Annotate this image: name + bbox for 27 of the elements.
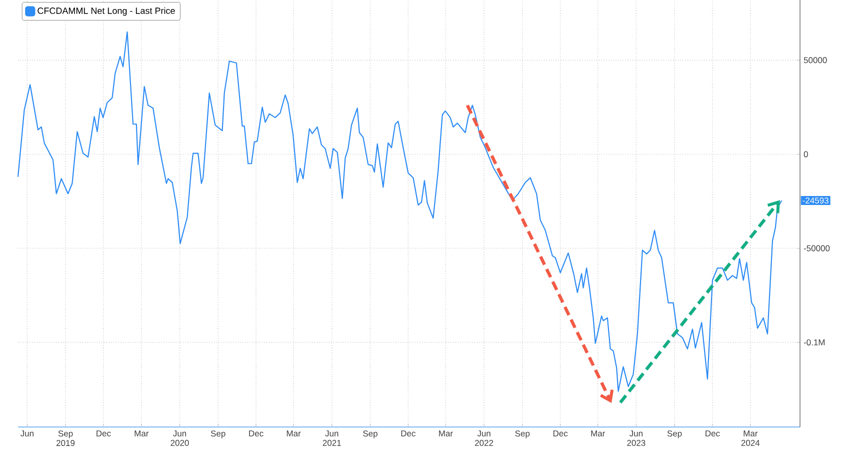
x-tick-label: Jun [20, 430, 34, 436]
x-tick-label: Sep [210, 430, 226, 438]
y-tick-label: -50000 [804, 245, 830, 252]
x-tick-label: Dec [553, 430, 568, 436]
x-tick-label: Sep [515, 430, 530, 438]
x-tick-label: Mar [134, 430, 149, 436]
line-series [17, 31, 782, 392]
legend-label: CFCDAMML Net Long - Last Price [38, 7, 175, 16]
x-tick-label: Dec [249, 430, 264, 436]
x-tick-label: Dec [401, 430, 416, 436]
x-tick-label: Sep 2019 [56, 430, 75, 446]
x-tick-label: Sep [667, 430, 682, 438]
x-tick-label: Jun 2023 [627, 430, 646, 446]
x-tick-label: Mar [591, 430, 606, 436]
annotation: -24593 [802, 197, 828, 204]
x-tick-label: Dec [706, 430, 720, 436]
x-tick-label: Sep [363, 430, 378, 438]
y-tick-label: -0.1M [804, 339, 825, 346]
x-tick-label: Mar [439, 430, 453, 436]
x-tick-label: Mar 2024 [741, 430, 760, 446]
x-tick-label: Dec [96, 430, 111, 436]
x-tick-label: Jun 2021 [322, 430, 341, 446]
x-tick-label: Jun 2020 [170, 430, 189, 446]
x-tick-label: Jun 2022 [475, 430, 494, 446]
y-tick-label: 0 [804, 151, 808, 158]
x-tick-label: Mar [286, 430, 301, 436]
y-tick-label: 50000 [804, 57, 827, 64]
